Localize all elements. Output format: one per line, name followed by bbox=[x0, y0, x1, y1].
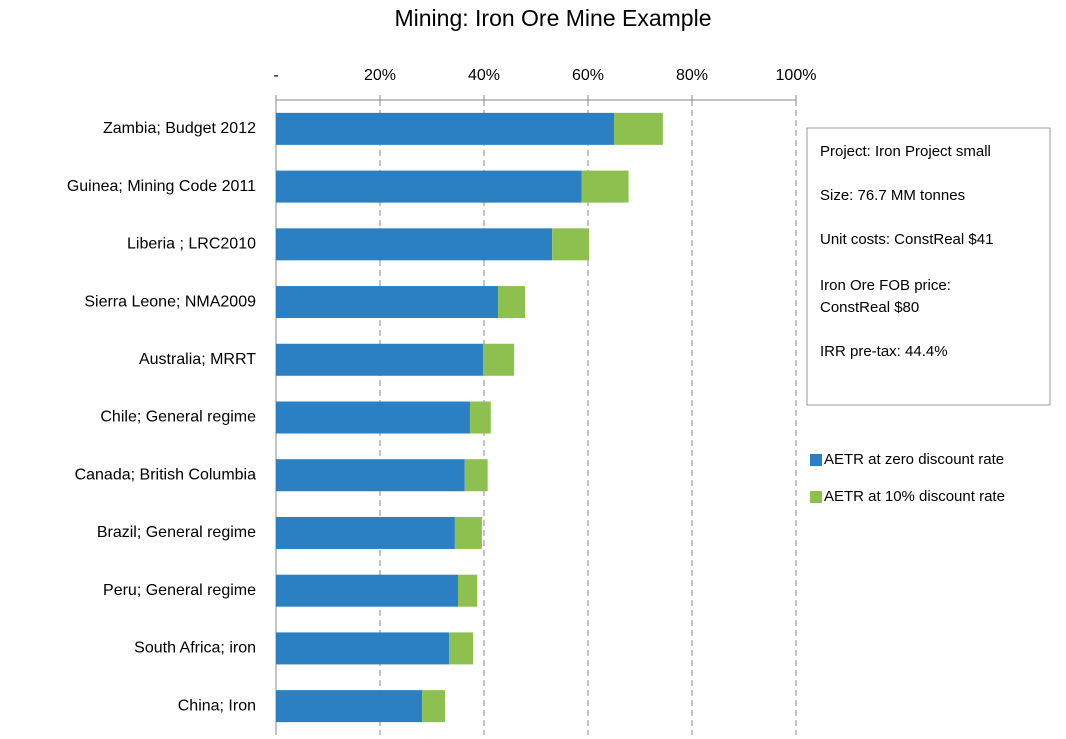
bar-segment bbox=[276, 112, 614, 145]
bar-segment bbox=[276, 459, 465, 492]
x-tick-label: 20% bbox=[364, 67, 396, 84]
bar-segment bbox=[449, 632, 474, 665]
y-tick-label: Peru; General regime bbox=[103, 582, 256, 599]
info-text: Project: Iron Project small bbox=[820, 143, 991, 160]
info-text: Unit costs: ConstReal $41 bbox=[820, 231, 993, 248]
info-text: Iron Ore FOB price: bbox=[820, 277, 951, 294]
bar-segment bbox=[469, 401, 491, 434]
bar-segment bbox=[422, 690, 445, 723]
info-box bbox=[806, 127, 1051, 406]
legend-swatch bbox=[810, 491, 822, 503]
bar-segment bbox=[552, 228, 590, 261]
bar-segment bbox=[276, 632, 450, 665]
y-tick-label: Australia; MRRT bbox=[139, 351, 256, 368]
bar-segment bbox=[454, 516, 482, 549]
bar-segment bbox=[276, 401, 470, 434]
bar-segment bbox=[276, 228, 553, 261]
info-text: Size: 76.7 MM tonnes bbox=[820, 187, 965, 204]
y-tick-label: Zambia; Budget 2012 bbox=[103, 120, 256, 137]
bar-segment bbox=[458, 574, 478, 607]
y-tick-label: South Africa; iron bbox=[134, 640, 256, 657]
info-text: IRR pre-tax: 44.4% bbox=[820, 343, 948, 360]
bar-segment bbox=[276, 286, 499, 319]
x-tick-label: - bbox=[273, 67, 278, 84]
bar-segment bbox=[498, 286, 526, 319]
y-tick-label: China; Iron bbox=[178, 697, 256, 714]
y-tick-label: Chile; General regime bbox=[100, 409, 256, 426]
x-tick-label: 60% bbox=[572, 67, 604, 84]
chart-title: Mining: Iron Ore Mine Example bbox=[394, 5, 711, 31]
bar-segment bbox=[276, 170, 582, 203]
legend-swatch bbox=[810, 454, 822, 466]
bar-segment bbox=[482, 343, 515, 376]
bar-segment bbox=[276, 516, 455, 549]
y-tick-label: Canada; British Columbia bbox=[75, 466, 257, 483]
y-tick-label: Guinea; Mining Code 2011 bbox=[67, 178, 256, 195]
bar-segment bbox=[276, 690, 423, 723]
bar-segment bbox=[614, 112, 663, 145]
y-tick-label: Brazil; General regime bbox=[97, 524, 256, 541]
bar-segment bbox=[276, 574, 458, 607]
x-tick-label: 40% bbox=[468, 67, 500, 84]
bar-segment bbox=[581, 170, 629, 203]
legend-label: AETR at zero discount rate bbox=[824, 451, 1004, 468]
bar-segment bbox=[276, 343, 483, 376]
info-text: ConstReal $80 bbox=[820, 299, 919, 316]
y-tick-label: Sierra Leone; NMA2009 bbox=[84, 293, 256, 310]
x-tick-label: 80% bbox=[676, 67, 708, 84]
legend-label: AETR at 10% discount rate bbox=[824, 488, 1005, 505]
x-tick-label: 100% bbox=[776, 67, 817, 84]
y-tick-label: Liberia ; LRC2010 bbox=[127, 236, 256, 253]
bar-segment bbox=[464, 459, 488, 492]
